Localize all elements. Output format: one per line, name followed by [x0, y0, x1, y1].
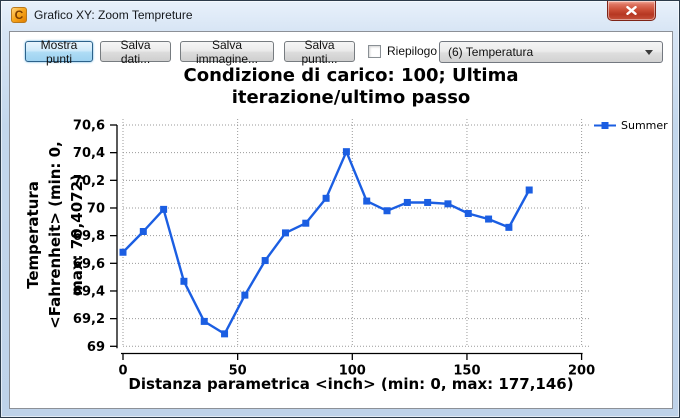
- data-point-marker: [444, 200, 452, 208]
- window-titlebar[interactable]: C Grafico XY: Zoom Tempreture: [1, 1, 679, 30]
- data-point-marker: [485, 215, 493, 223]
- legend-marker-summer: [594, 122, 616, 129]
- y-tick-label: 69: [87, 340, 105, 355]
- x-tick-label: 50: [229, 364, 247, 379]
- y-tick-label: 70,2: [73, 174, 105, 189]
- legend: Summer: [594, 119, 668, 132]
- y-tick-label: 70: [87, 201, 105, 216]
- data-point-marker: [505, 223, 513, 231]
- window-title: Grafico XY: Zoom Tempreture: [34, 8, 193, 22]
- data-point-marker: [525, 186, 533, 194]
- x-axis-title: Distanza parametrica <inch> (min: 0, max…: [128, 375, 574, 393]
- x-tick-label: 100: [339, 364, 366, 379]
- data-point-marker: [180, 277, 188, 285]
- plot-canvas[interactable]: 0 50 100 150 200 69 69,2 69,4 69,6 69,8 70 70,2 70,4…: [1, 61, 680, 411]
- toolbar: Mostra punti Salva dati... Salva immagin…: [10, 38, 672, 66]
- data-point-marker: [363, 197, 371, 205]
- data-point-marker: [281, 229, 289, 237]
- y-tick-label: 70,4: [73, 146, 105, 161]
- mostra-punti-button[interactable]: Mostra punti: [25, 38, 93, 66]
- data-point-marker: [221, 330, 229, 338]
- data-point-marker: [261, 257, 269, 265]
- data-point-marker: [200, 317, 208, 325]
- data-point-marker: [322, 194, 330, 202]
- close-icon: [626, 6, 637, 15]
- y-tick-label: 69,8: [73, 229, 105, 244]
- data-point-marker: [119, 248, 127, 256]
- x-tick-label: 0: [118, 364, 127, 379]
- riepilogo-checkbox[interactable]: [368, 45, 381, 58]
- data-point-marker: [383, 207, 391, 215]
- y-tick-label: 69,6: [73, 257, 105, 272]
- data-point-marker: [302, 219, 310, 227]
- series-line-summer: [122, 150, 531, 336]
- salva-immagine-button[interactable]: Salva immagine...: [180, 38, 274, 66]
- data-point-marker: [403, 198, 411, 206]
- data-point-marker: [424, 198, 432, 206]
- chevron-down-icon: [645, 50, 653, 55]
- y-tick-label: 69,2: [73, 312, 105, 327]
- x-tick-label: 150: [453, 364, 480, 379]
- y-tick-label: 69,4: [73, 284, 105, 299]
- app-icon: C: [11, 7, 27, 23]
- data-point-marker: [160, 205, 168, 213]
- y-tick-label: 70,6: [73, 119, 105, 134]
- data-point-marker: [241, 291, 249, 299]
- salva-punti-button[interactable]: Salva punti...: [284, 38, 355, 66]
- series-dropdown-value: (6) Temperatura: [448, 45, 534, 59]
- riepilogo-checkbox-label: Riepilogo: [387, 44, 438, 58]
- data-point-marker: [342, 148, 350, 156]
- close-button[interactable]: [607, 1, 656, 21]
- data-point-marker: [464, 210, 472, 218]
- salva-dati-button[interactable]: Salva dati...: [100, 38, 171, 66]
- series-dropdown[interactable]: (6) Temperatura: [439, 41, 663, 63]
- legend-label-summer: Summer: [621, 119, 668, 132]
- chart-panel: Mostra punti Salva dati... Salva immagin…: [9, 31, 673, 409]
- x-tick-label: 200: [568, 364, 595, 379]
- data-point-marker: [139, 228, 147, 236]
- chart-title: Condizione di carico: 100; Ultima iteraz…: [183, 65, 519, 108]
